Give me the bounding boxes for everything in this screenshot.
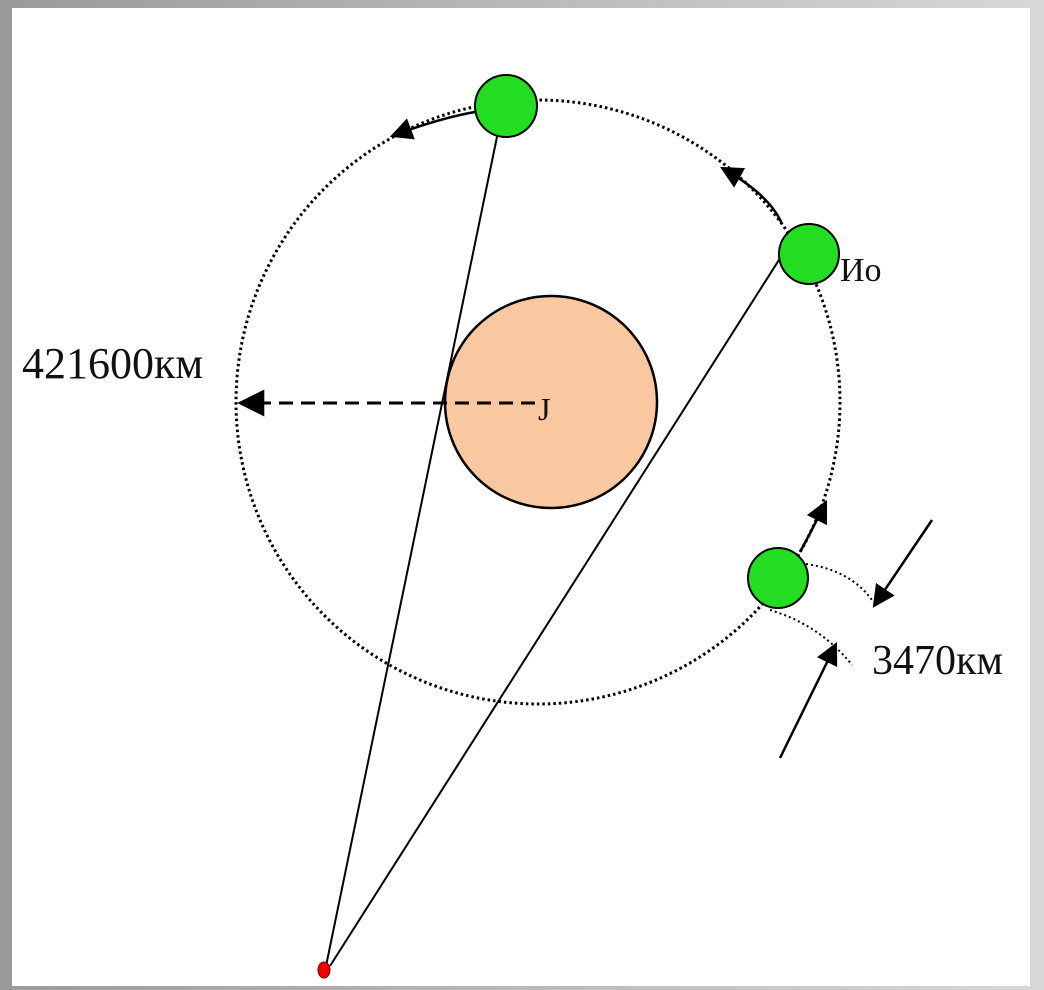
planet-label: J (538, 391, 550, 427)
observer (317, 961, 331, 979)
dimension-line (805, 563, 873, 601)
motion-arrow (389, 110, 476, 140)
moon (474, 74, 538, 138)
sight-line (325, 131, 499, 967)
orbit-radius-label: 421600км (22, 339, 203, 388)
jupiter (443, 294, 659, 510)
moon-label: Ио (840, 252, 882, 289)
orbit (234, 98, 842, 706)
dimension-arrow (872, 519, 934, 608)
moon (747, 547, 809, 609)
moon-diameter-label: 3470км (872, 638, 1003, 684)
sight-line (329, 251, 785, 967)
motion-arrow (720, 166, 784, 225)
dimension-arrow (778, 641, 838, 759)
dimension-line (769, 609, 853, 666)
motion-arrow (798, 499, 828, 553)
moon (778, 223, 840, 285)
